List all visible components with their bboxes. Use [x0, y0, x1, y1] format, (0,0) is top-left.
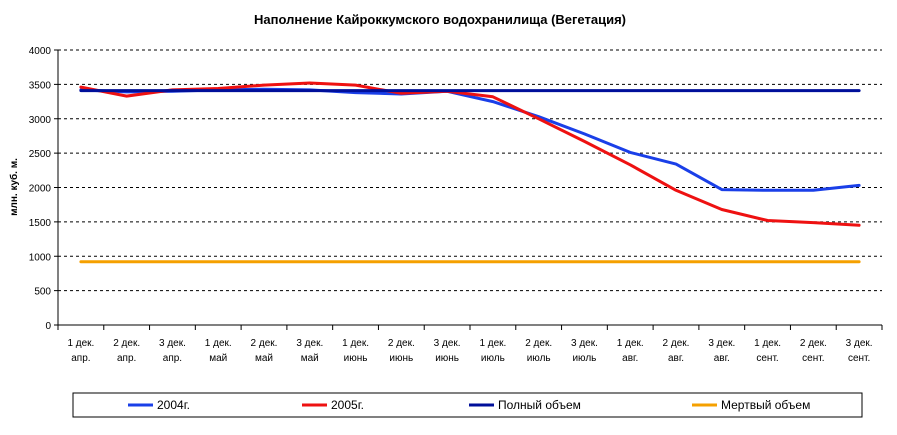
x-tick-label: 3 дек. авг.: [708, 338, 735, 364]
y-axis-label: млн. куб. м.: [8, 158, 20, 216]
x-tick-label: 3 дек. май: [296, 338, 323, 364]
x-tick-label: 1 дек. май: [205, 338, 232, 364]
series-line-2: [79, 81, 861, 227]
y-tick-label: 3000: [29, 115, 52, 126]
x-tick-label: 1 дек. сент.: [754, 338, 781, 364]
legend-box: [72, 392, 863, 418]
tick-labels: 0 500 1000 1500 2000 2500 3000 3500 4000 1 дек. ап…: [29, 46, 873, 364]
chart-title: Наполнение Кайроккумского водохранилища …: [254, 12, 626, 27]
y-tick-label: 1000: [29, 252, 52, 263]
legend-label: Мертвый объем: [721, 398, 810, 412]
x-tick-label: 2 дек. апр.: [113, 338, 140, 364]
axes: [54, 49, 883, 330]
x-tick-label: 1 дек. июнь: [342, 338, 369, 364]
legend-label: 2005г.: [331, 398, 364, 412]
x-tick-label: 1 дек. авг.: [617, 338, 644, 364]
x-tick-label: 3 дек. июль: [571, 338, 598, 364]
y-tick-label: 2000: [29, 184, 52, 195]
legend-label: 2004г.: [157, 398, 190, 412]
x-tick-label: 2 дек. июнь: [388, 338, 415, 364]
y-tick-label: 1500: [29, 218, 52, 229]
x-tick-label: 3 дек. июнь: [434, 338, 461, 364]
x-tick-label: 2 дек. июль: [525, 338, 552, 364]
legend-label: Полный объем: [498, 398, 581, 412]
grid: [58, 49, 882, 292]
x-tick-label: 1 дек. апр.: [67, 338, 94, 364]
y-tick-label: 0: [45, 321, 51, 332]
series-lines: [79, 81, 861, 264]
y-tick-label: 4000: [29, 46, 52, 57]
y-tick-label: 500: [34, 287, 51, 298]
x-tick-label: 2 дек. май: [251, 338, 278, 364]
series-line-1: [79, 87, 861, 192]
x-tick-label: 3 дек. сент.: [846, 338, 873, 364]
legend: 2004г. 2005г. Полный объем Мертвый объем: [72, 392, 863, 418]
x-tick-label: 1 дек. июль: [479, 338, 506, 364]
x-tick-label: 2 дек. сент.: [800, 338, 827, 364]
y-tick-label: 2500: [29, 149, 52, 160]
x-tick-label: 2 дек. авг.: [663, 338, 690, 364]
y-tick-label: 3500: [29, 80, 52, 91]
x-tick-label: 3 дек. апр.: [159, 338, 186, 364]
